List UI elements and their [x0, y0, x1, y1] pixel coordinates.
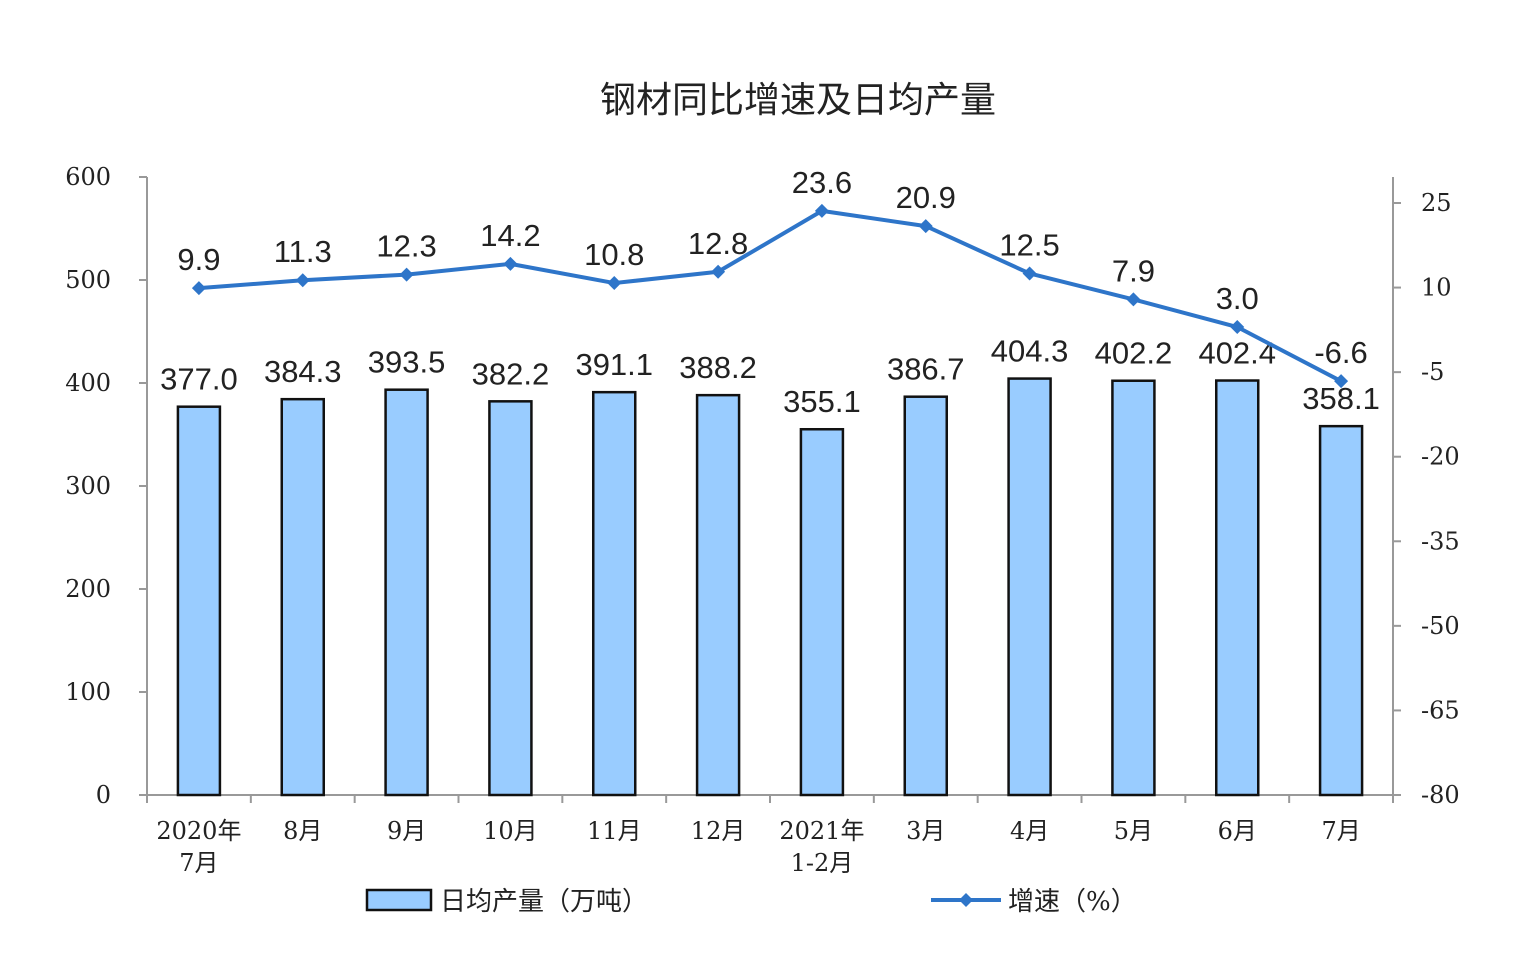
x-tick-label: 2021年	[779, 817, 864, 845]
bar-data-label: 386.7	[887, 352, 965, 387]
axes: 0 100 200 300 400 500 600 -80 -65 -50 -35 -20 -5 10 25	[65, 163, 1459, 809]
x-tick-label: 8月	[283, 817, 322, 845]
bar-data-label: 384.3	[264, 354, 342, 389]
line-point	[191, 281, 206, 296]
line-point	[711, 264, 726, 279]
y-right-tick-label: -35	[1421, 527, 1460, 555]
x-tick-label: 3月	[906, 817, 945, 845]
bar	[592, 390, 637, 797]
bar	[1111, 379, 1156, 797]
x-tick-label: 11月	[587, 817, 642, 845]
y-left-tick-label: 100	[65, 678, 111, 706]
bar	[799, 427, 845, 797]
bar	[280, 397, 325, 797]
bar	[695, 393, 741, 797]
bar	[1007, 377, 1052, 797]
chart-title: 钢材同比增速及日均产量	[600, 80, 996, 121]
y-left-tick-label: 0	[96, 781, 111, 809]
bar-data-label: 377.0	[160, 362, 238, 397]
line-point	[1334, 374, 1349, 389]
line-point	[918, 219, 933, 234]
x-tick-label: 9月	[387, 817, 426, 845]
bar	[384, 388, 429, 797]
bar-data-label: 382.2	[472, 356, 550, 391]
line-data-label: 9.9	[177, 242, 220, 277]
x-tick-label: 2020年	[156, 817, 241, 845]
line-data-label: 12.3	[376, 229, 436, 264]
y-right-tick-label: 10	[1421, 274, 1452, 302]
line-point	[607, 276, 622, 291]
line-labels: 9.9 11.3 12.3 14.2 10.8 12.8 23.6 20.9 12.5 7.9 3.…	[177, 165, 1367, 370]
line-data-label: 23.6	[792, 165, 852, 200]
y-right-tick-label: -5	[1421, 358, 1444, 386]
bar	[488, 400, 533, 797]
x-tick-label: 7月	[179, 849, 218, 877]
y-right-tick-label: 25	[1421, 189, 1452, 217]
x-tick-label: 12月	[691, 817, 746, 845]
line-point	[1126, 292, 1141, 307]
bar-data-label: 404.3	[991, 334, 1069, 369]
growth-line	[198, 208, 1343, 383]
line-point	[1022, 266, 1037, 281]
bar	[1215, 379, 1260, 797]
legend-line-marker	[959, 893, 973, 907]
x-tick-label: 5月	[1114, 817, 1153, 845]
line-data-label: -6.6	[1314, 335, 1367, 370]
line-data-label: 11.3	[274, 234, 332, 269]
line-point	[295, 273, 310, 288]
y-left-tick-label: 200	[65, 575, 111, 603]
y-left-tick-label: 600	[65, 163, 111, 191]
line-data-label: 3.0	[1216, 281, 1259, 316]
y-right-tick-label: -80	[1421, 781, 1460, 809]
line-data-label: 12.8	[688, 226, 748, 261]
bar-data-label: 388.2	[679, 350, 757, 385]
x-tick-label: 7月	[1321, 817, 1360, 845]
line-data-label: 10.8	[584, 237, 644, 272]
bar-data-label: 391.1	[575, 347, 653, 382]
line-data-label: 14.2	[480, 218, 540, 253]
line-data-label: 12.5	[999, 227, 1059, 262]
y-right-tick-label: -65	[1421, 696, 1460, 724]
x-tick-label: 6月	[1218, 817, 1257, 845]
bar-data-label: 402.2	[1095, 336, 1173, 371]
line-point	[814, 203, 829, 218]
bar	[1318, 424, 1364, 797]
bar	[176, 405, 222, 797]
line-point	[1230, 320, 1245, 335]
line-data-label: 20.9	[896, 180, 956, 215]
x-axis-labels: 2020年 7月 8月 9月 10月 11月 12月 2021年 1-2月 3月 4月 5月 6月 7月	[156, 817, 1360, 877]
y-left-tick-label: 500	[65, 266, 111, 294]
y-right-tick-label: -20	[1421, 443, 1460, 471]
bar	[903, 395, 948, 797]
line-data-label: 7.9	[1112, 253, 1155, 288]
bar-data-label: 355.1	[783, 384, 861, 419]
x-tick-label: 1-2月	[791, 849, 854, 877]
y-left-tick-label: 400	[65, 369, 111, 397]
y-left-tick-label: 300	[65, 472, 111, 500]
line-series	[191, 203, 1349, 389]
bar-data-label: 393.5	[368, 345, 446, 380]
bar-series	[176, 377, 1364, 797]
legend-line-label: 增速（%）	[1008, 887, 1137, 917]
line-point	[503, 256, 518, 271]
legend: 日均产量（万吨） 增速（%）	[365, 887, 1137, 917]
x-tick-label: 4月	[1010, 817, 1049, 845]
legend-bar-swatch	[365, 888, 433, 912]
bar-labels: 377.0 384.3 393.5 382.2 391.1 388.2 355.1 386.7…	[160, 334, 1380, 420]
line-point	[399, 267, 414, 282]
y-right-tick-label: -50	[1421, 612, 1460, 640]
legend-bar-label: 日均产量（万吨）	[440, 887, 648, 917]
x-tick-label: 10月	[483, 817, 538, 845]
